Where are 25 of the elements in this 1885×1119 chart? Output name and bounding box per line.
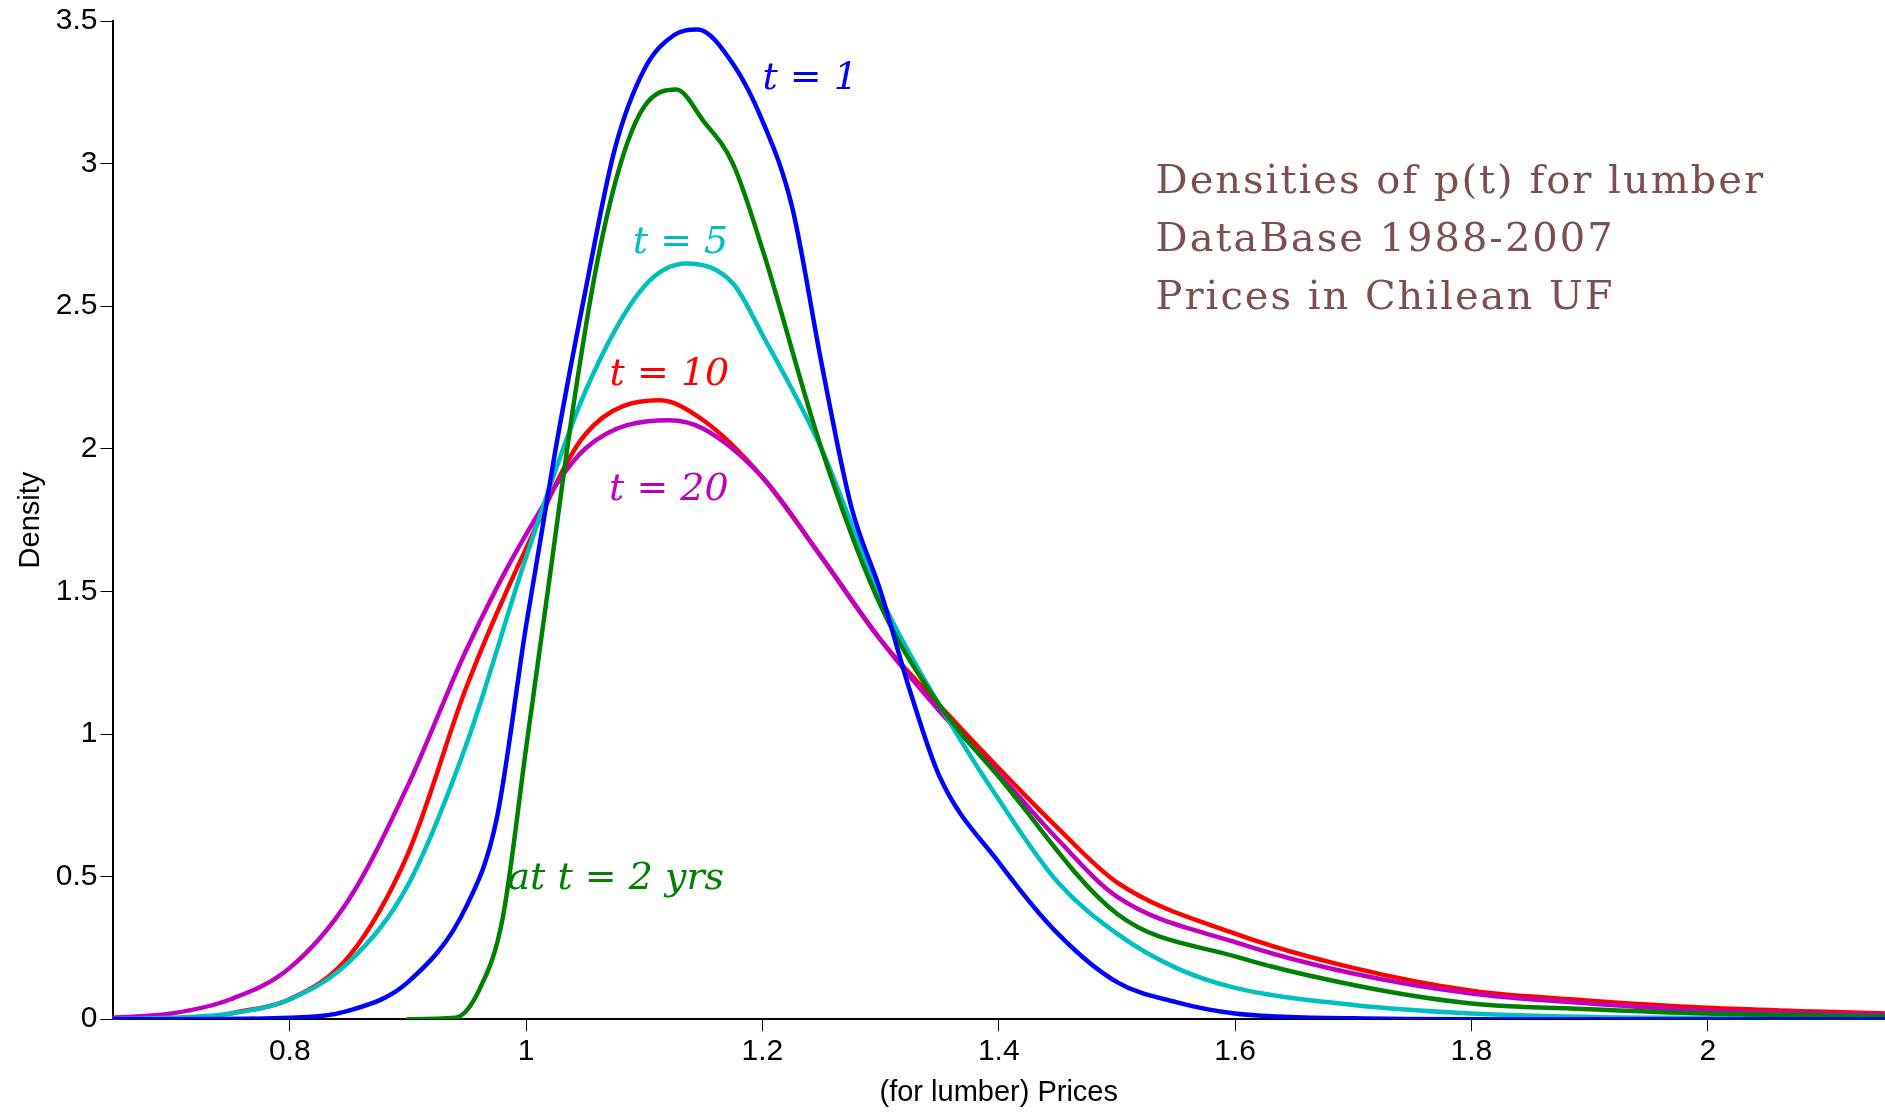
- y-tick-label: 0.5: [55, 857, 98, 891]
- series-label: t = 1: [762, 54, 858, 99]
- y-tick-label: 3: [80, 144, 98, 178]
- series-label: t = 5: [632, 218, 729, 263]
- x-axis-title: (for lumber) Prices: [879, 1074, 1118, 1107]
- annotation: Densities of p(t) for lumber: [1155, 155, 1765, 204]
- y-tick-label: 1: [80, 715, 98, 749]
- x-tick-label: 1.4: [977, 1033, 1020, 1067]
- y-tick-label: 3.5: [55, 2, 98, 36]
- annotation: Prices in Chilean UF: [1155, 271, 1616, 320]
- series-label: t = 10: [609, 350, 730, 395]
- y-tick-label: 0: [80, 1000, 98, 1034]
- y-tick-label: 1.5: [55, 572, 98, 606]
- x-tick-label: 1.6: [1214, 1033, 1256, 1067]
- x-tick-label: 1: [517, 1033, 535, 1067]
- x-tick-label: 2: [1699, 1033, 1717, 1067]
- x-tick-label: 1.2: [741, 1033, 784, 1067]
- y-tick-label: 2.5: [55, 287, 98, 321]
- x-tick-label: 0.8: [268, 1033, 311, 1067]
- x-tick-label: 1.8: [1450, 1033, 1493, 1067]
- y-axis-title: Density: [13, 471, 46, 569]
- annotation: DataBase 1988-2007: [1155, 213, 1616, 262]
- series-label: at t = 2 yrs: [507, 854, 725, 899]
- y-tick-label: 2: [80, 430, 98, 464]
- series-label: t = 20: [609, 465, 729, 510]
